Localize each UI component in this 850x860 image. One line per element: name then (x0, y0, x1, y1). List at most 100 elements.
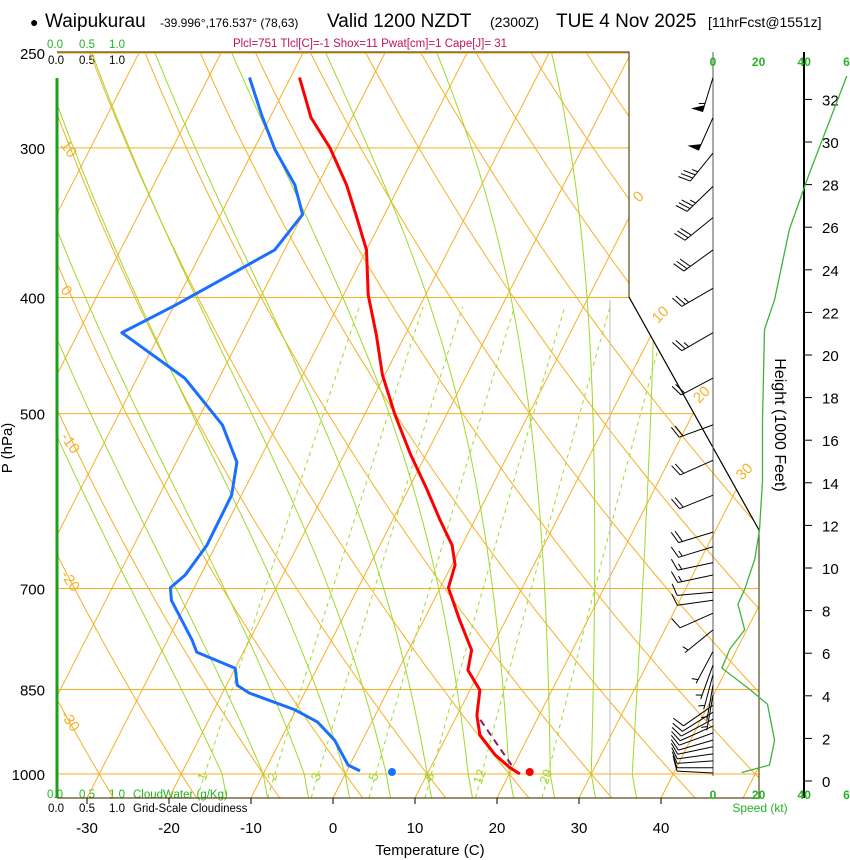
barb-feather (680, 173, 694, 179)
barb-feather (672, 755, 678, 768)
speed-axis-title: Speed (kt) (732, 801, 787, 815)
speed-profile-line (721, 75, 848, 774)
dry-adiabat-label: -10 (57, 430, 83, 458)
barb-half-feather (678, 550, 683, 557)
barb-staff (677, 599, 714, 606)
wind-barb (695, 664, 714, 700)
wind-barb (672, 287, 714, 307)
height-tick-label: 24 (822, 263, 839, 280)
barb-feather (672, 341, 683, 352)
height-tick-label: 16 (822, 433, 839, 450)
isotherm-label: 30 (733, 460, 757, 484)
barb-feather (675, 205, 688, 212)
cloudwater-tick: 0.0 (47, 39, 63, 51)
mixing-ratio-label: 12 (470, 767, 489, 786)
barb-feather (673, 263, 685, 272)
background-lines (57, 52, 850, 799)
barb-feather (674, 463, 685, 474)
x-tick-label: 10 (407, 820, 424, 837)
barb-staff (684, 629, 714, 653)
height-tick-label: 2 (822, 731, 830, 748)
height-tick-label: 8 (822, 604, 830, 621)
barb-feather (681, 199, 694, 207)
isotherm-label: 0 (630, 188, 648, 206)
barb-feather (671, 465, 681, 476)
cloudiness-tick: 0.0 (48, 55, 64, 67)
speed-tick-label-top: 40 (798, 55, 812, 69)
barb-staff (683, 704, 714, 727)
mixing-ratio-line (310, 306, 464, 798)
cloudwater-tick: 0.0 (47, 789, 63, 801)
dry-adiabat-line (475, 52, 759, 798)
barb-feather (670, 532, 679, 543)
barb-feather (678, 202, 691, 210)
barb-feather (671, 385, 682, 396)
barb-staff (681, 332, 714, 352)
height-tick-label: 18 (822, 391, 839, 408)
isotherm-line (332, 52, 714, 798)
x-tick-label: -10 (240, 820, 262, 837)
dry-adiabat-line (365, 52, 759, 798)
wind-barb (670, 732, 714, 746)
moist-adiabat-line (57, 52, 268, 798)
isotherm-line (57, 52, 304, 798)
diagram-border (57, 51, 760, 799)
barb-half-feather (678, 563, 683, 570)
barb-staff (677, 574, 714, 583)
barb-staff (679, 725, 714, 742)
height-tick-label: 10 (822, 561, 839, 578)
dry-adiabat-line (807, 53, 850, 799)
wind-barb (670, 571, 714, 583)
dry-adiabat-label: 10 (57, 138, 80, 161)
dry-adiabat-line (420, 52, 759, 798)
wind-barb (671, 718, 714, 737)
y-axis-title: P (hPa) (0, 423, 16, 474)
utc-time: (2300Z) (490, 14, 539, 30)
cloudwater-tick: 1.0 (109, 39, 125, 51)
dry-adiabat-line (57, 52, 365, 798)
barb-staff (677, 760, 714, 764)
mixing-ratio-label: 8 (421, 771, 438, 783)
x-axis-title: Temperature (C) (375, 842, 484, 859)
dry-adiabat-line (144, 52, 614, 798)
valid-time: Valid 1200 NZDT (327, 11, 472, 32)
barb-feather (672, 722, 683, 732)
cloudwater-label: CloudWater (g/Kg) (133, 789, 228, 801)
pressure-tick-label: 700 (20, 582, 45, 599)
barb-feather (670, 734, 680, 746)
barb-feather (671, 727, 682, 737)
mixing-ratio-line (424, 306, 566, 798)
mixing-ratio-line (267, 306, 424, 798)
temperature-line (298, 77, 521, 776)
moist-adiabat-line (231, 52, 473, 798)
isotherm-line (660, 52, 759, 798)
x-tick-label: 0 (329, 820, 337, 837)
barb-feather (670, 546, 679, 558)
speed-tick-label-bottom: 40 (798, 788, 812, 802)
mixing-ratio-label: 1 (194, 771, 211, 783)
moist-adiabat-line (57, 52, 350, 798)
cloudiness-tick: 1.0 (109, 55, 125, 67)
barb-half-feather (691, 678, 699, 681)
isotherm-line (578, 52, 759, 798)
x-tick-label: 30 (571, 820, 588, 837)
isotherm-line (250, 52, 632, 798)
cloud-axis-bottom: 0.0 0.5 1.0 CloudWater (g/Kg) 0.0 0.5 1.… (47, 789, 248, 815)
wind-barb (670, 558, 714, 571)
wind-barb (691, 651, 714, 684)
barb-feather (674, 425, 684, 437)
dry-adiabat-line (57, 52, 198, 798)
barb-feather (674, 233, 686, 241)
wind-barb (670, 530, 714, 544)
barb-feather (673, 717, 684, 727)
barb-feather (671, 498, 681, 510)
height-tick-label: 28 (822, 178, 839, 195)
wind-barb (673, 758, 714, 774)
station-bullet: ● (30, 14, 38, 30)
barb-feather (675, 295, 686, 305)
wind-barb (678, 152, 714, 182)
barb-staff (679, 612, 714, 629)
x-tick-label: 20 (489, 820, 506, 837)
speed-tick-label-top: 20 (752, 55, 766, 69)
